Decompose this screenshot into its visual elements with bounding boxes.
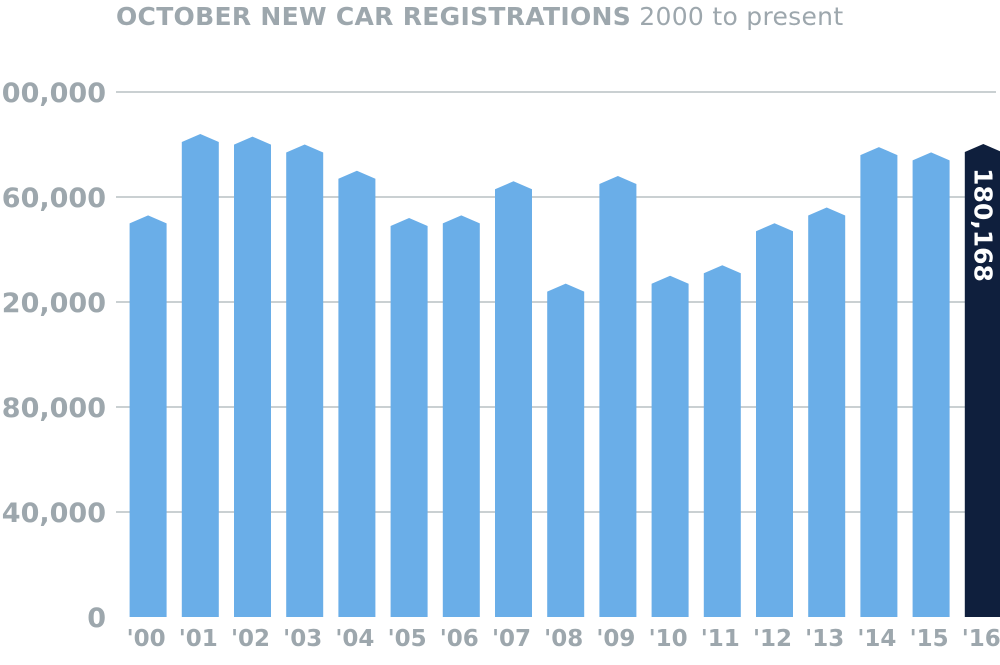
y-tick-label: 40,000 (2, 498, 106, 529)
bar (181, 134, 219, 617)
data-label: 180,168 (969, 168, 998, 282)
bar (286, 144, 324, 617)
x-tick-label: '07 (492, 626, 531, 652)
x-tick-label: '04 (335, 626, 374, 652)
bar (390, 218, 428, 617)
bar (442, 215, 480, 617)
bar (912, 152, 950, 617)
x-tick-label: '08 (544, 626, 583, 652)
x-tick-label: '11 (701, 626, 740, 652)
y-axis-ticks: 0 40,000 80,000 120,000 160,000 200,000 (0, 78, 106, 634)
x-tick-label: '09 (596, 626, 635, 652)
bar (129, 215, 167, 617)
bar-highlight (964, 144, 1000, 617)
bar (808, 207, 846, 617)
x-tick-label: '16 (962, 626, 1000, 652)
y-tick-label: 80,000 (2, 393, 106, 424)
x-tick-label: '01 (179, 626, 218, 652)
x-tick-label: '03 (283, 626, 322, 652)
chart-title-line: OCTOBER NEW CAR REGISTRATIONS 2000 to pr… (116, 2, 843, 31)
chart-subtitle: 2000 to present (639, 2, 844, 31)
y-tick-label: 120,000 (0, 288, 106, 319)
x-tick-label: '15 (910, 626, 949, 652)
bar (703, 265, 741, 617)
x-tick-label: '10 (649, 626, 688, 652)
chart-title: OCTOBER NEW CAR REGISTRATIONS (116, 2, 632, 31)
x-tick-label: '12 (753, 626, 792, 652)
bars (129, 134, 1000, 617)
bar (234, 136, 271, 617)
x-tick-label: '13 (805, 626, 844, 652)
x-tick-label: '00 (127, 626, 166, 652)
x-tick-label: '05 (388, 626, 427, 652)
bar (651, 275, 689, 617)
x-axis-ticks: '00 '01 '02 '03 '04 '05 '06 '07 '08 '09 '10 '11 '12 '… (127, 626, 1000, 652)
x-tick-label: '14 (857, 626, 896, 652)
bar (338, 170, 376, 617)
bar (756, 223, 793, 617)
bar (860, 147, 898, 617)
x-tick-label: '06 (440, 626, 479, 652)
bar (495, 181, 532, 617)
data-labels: 180,168 (969, 168, 998, 282)
bar (547, 283, 585, 617)
x-tick-label: '02 (231, 626, 270, 652)
bar (599, 176, 637, 617)
y-tick-label: 160,000 (0, 183, 106, 214)
y-tick-label: 0 (87, 603, 106, 634)
y-tick-label: 200,000 (0, 78, 106, 109)
